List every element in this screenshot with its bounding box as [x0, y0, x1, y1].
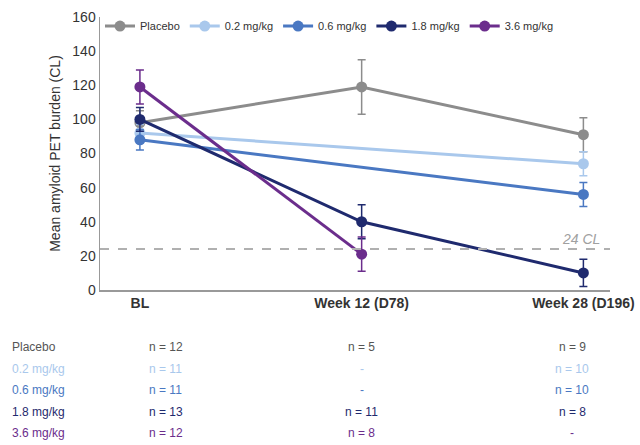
- svg-text:n = 13: n = 13: [149, 405, 183, 419]
- svg-text:1.8 mg/kg: 1.8 mg/kg: [12, 405, 65, 419]
- svg-text:n = 9: n = 9: [559, 340, 586, 354]
- svg-text:BL: BL: [131, 295, 150, 311]
- svg-text:n = 10: n = 10: [555, 383, 589, 397]
- svg-text:n = 12: n = 12: [149, 426, 183, 440]
- svg-text:n = 12: n = 12: [149, 340, 183, 354]
- svg-text:0.2 mg/kg: 0.2 mg/kg: [12, 362, 65, 376]
- svg-text:Week 28 (D196): Week 28 (D196): [532, 295, 634, 311]
- svg-text:n = 11: n = 11: [345, 405, 378, 419]
- svg-text:-: -: [360, 383, 364, 397]
- svg-text:140: 140: [72, 43, 96, 59]
- svg-text:0.2 mg/kg: 0.2 mg/kg: [225, 20, 273, 32]
- svg-text:80: 80: [80, 145, 96, 161]
- svg-text:-: -: [570, 426, 574, 440]
- svg-text:24 CL: 24 CL: [562, 231, 600, 247]
- svg-text:Week 12 (D78): Week 12 (D78): [314, 295, 409, 311]
- svg-text:Mean amyloid PET burden (CL): Mean amyloid PET burden (CL): [47, 55, 63, 252]
- svg-text:0.6 mg/kg: 0.6 mg/kg: [12, 383, 65, 397]
- svg-text:60: 60: [80, 180, 96, 196]
- svg-text:160: 160: [72, 9, 96, 25]
- svg-text:3.6 mg/kg: 3.6 mg/kg: [12, 426, 65, 440]
- svg-text:20: 20: [80, 248, 96, 264]
- svg-text:n = 8: n = 8: [348, 426, 375, 440]
- svg-text:n = 10: n = 10: [555, 362, 589, 376]
- svg-text:100: 100: [72, 111, 96, 127]
- svg-text:1.8 mg/kg: 1.8 mg/kg: [411, 20, 459, 32]
- svg-text:0.6 mg/kg: 0.6 mg/kg: [318, 20, 366, 32]
- svg-text:-: -: [360, 362, 364, 376]
- svg-text:Placebo: Placebo: [140, 20, 180, 32]
- svg-text:Placebo: Placebo: [12, 340, 56, 354]
- svg-text:0: 0: [88, 282, 96, 298]
- svg-text:40: 40: [80, 214, 96, 230]
- svg-text:n = 5: n = 5: [348, 340, 375, 354]
- svg-text:3.6 mg/kg: 3.6 mg/kg: [505, 20, 553, 32]
- svg-text:n = 8: n = 8: [559, 405, 586, 419]
- svg-text:n = 11: n = 11: [149, 383, 182, 397]
- svg-text:n = 11: n = 11: [149, 362, 182, 376]
- svg-text:120: 120: [72, 77, 96, 93]
